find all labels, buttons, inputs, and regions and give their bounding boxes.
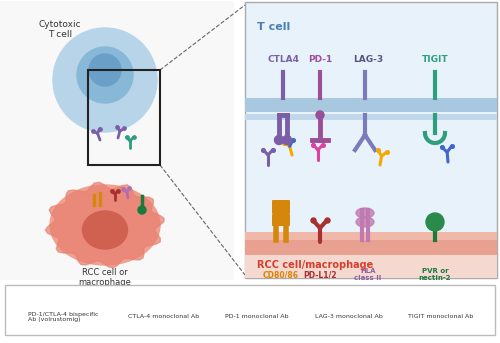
FancyBboxPatch shape: [245, 232, 497, 240]
Text: PD-L1/2: PD-L1/2: [303, 271, 337, 280]
Text: PD-1 monoclonal Ab: PD-1 monoclonal Ab: [225, 315, 288, 319]
FancyBboxPatch shape: [272, 214, 290, 226]
FancyBboxPatch shape: [5, 285, 495, 335]
Text: PD-1: PD-1: [308, 55, 332, 64]
Text: LAG-3: LAG-3: [353, 55, 383, 64]
Text: CTLA4: CTLA4: [267, 55, 299, 64]
FancyBboxPatch shape: [245, 255, 497, 278]
FancyBboxPatch shape: [245, 2, 497, 278]
Circle shape: [138, 206, 146, 214]
Circle shape: [89, 54, 121, 86]
Ellipse shape: [356, 217, 374, 227]
FancyBboxPatch shape: [272, 200, 290, 214]
Circle shape: [274, 135, 283, 144]
Text: CTLA-4 monoclonal Ab: CTLA-4 monoclonal Ab: [128, 315, 199, 319]
Text: LAG-3 monoclonal Ab: LAG-3 monoclonal Ab: [315, 315, 383, 319]
Circle shape: [316, 111, 324, 119]
Circle shape: [53, 28, 157, 132]
Circle shape: [282, 135, 292, 144]
Text: RCC cell or
macrophage: RCC cell or macrophage: [78, 268, 132, 287]
Ellipse shape: [50, 185, 160, 265]
Text: TIGIT monoclonal Ab: TIGIT monoclonal Ab: [408, 315, 473, 319]
Text: PD-1/CTLA-4 bispecific
Ab (volrustomig): PD-1/CTLA-4 bispecific Ab (volrustomig): [28, 311, 98, 322]
Ellipse shape: [82, 211, 128, 249]
Text: HLA
class II: HLA class II: [354, 268, 382, 281]
Text: Cytotoxic
T cell: Cytotoxic T cell: [38, 20, 82, 39]
FancyBboxPatch shape: [245, 114, 497, 120]
Circle shape: [77, 47, 133, 103]
Text: TIGIT: TIGIT: [422, 55, 448, 64]
Text: CD80/86: CD80/86: [263, 271, 299, 280]
Circle shape: [426, 213, 444, 231]
Text: PVR or
nectin-2: PVR or nectin-2: [419, 268, 451, 281]
FancyBboxPatch shape: [0, 1, 234, 280]
Ellipse shape: [356, 208, 374, 218]
Text: RCC cell/macrophage: RCC cell/macrophage: [257, 260, 373, 270]
Polygon shape: [46, 182, 164, 268]
FancyBboxPatch shape: [245, 240, 497, 255]
FancyBboxPatch shape: [245, 98, 497, 112]
Text: T cell: T cell: [257, 22, 290, 32]
